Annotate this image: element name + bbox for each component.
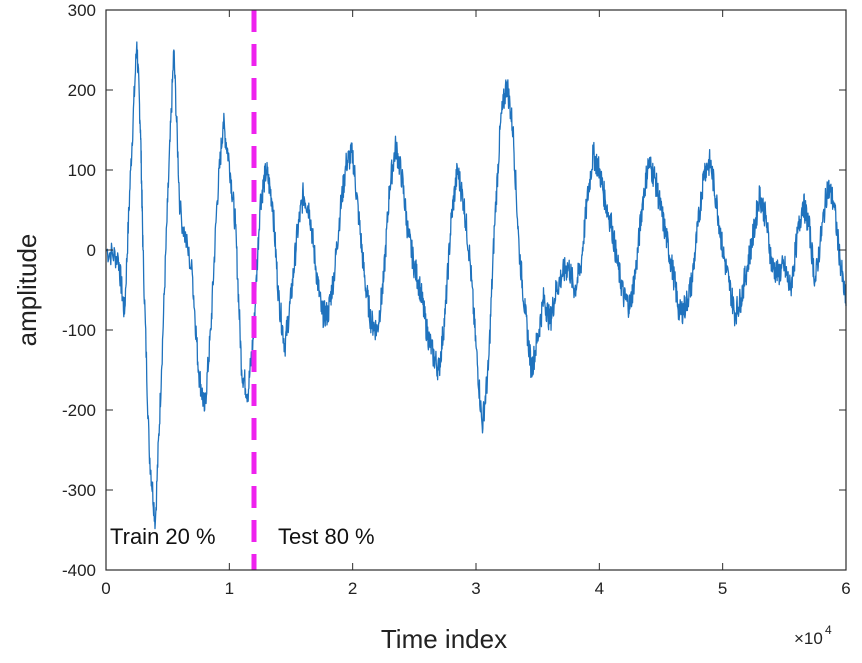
x-tick-label: 1 bbox=[225, 579, 234, 598]
test-annotation: Test 80 % bbox=[278, 524, 375, 549]
y-tick-label: -100 bbox=[62, 321, 96, 340]
x-tick-label: 6 bbox=[841, 579, 850, 598]
tick-layer: 0 1 2 3 4 5 6 300 200 100 0 -100 -200 -300 -400 bbox=[62, 1, 851, 598]
x-tick-label: 3 bbox=[471, 579, 480, 598]
y-axis-label: amplitude bbox=[12, 234, 42, 347]
y-tick-label: -200 bbox=[62, 401, 96, 420]
x-axis-exponent: ×10 bbox=[794, 629, 823, 648]
plot-background bbox=[106, 10, 846, 570]
y-tick-label: -300 bbox=[62, 481, 96, 500]
data-layer bbox=[105, 41, 847, 530]
x-tick-label: 4 bbox=[595, 579, 604, 598]
y-tick-label: 0 bbox=[87, 241, 96, 260]
y-tick-label: -400 bbox=[62, 561, 96, 580]
x-axis-exponent-power: 4 bbox=[825, 623, 832, 637]
series-line bbox=[105, 41, 847, 530]
x-tick-label: 2 bbox=[348, 579, 357, 598]
x-axis-label: Time index bbox=[381, 624, 507, 654]
y-tick-label: 300 bbox=[68, 1, 96, 20]
y-tick-label: 200 bbox=[68, 81, 96, 100]
train-annotation: Train 20 % bbox=[110, 524, 216, 549]
x-tick-label: 0 bbox=[101, 579, 110, 598]
y-tick-label: 100 bbox=[68, 161, 96, 180]
x-tick-label: 5 bbox=[718, 579, 727, 598]
